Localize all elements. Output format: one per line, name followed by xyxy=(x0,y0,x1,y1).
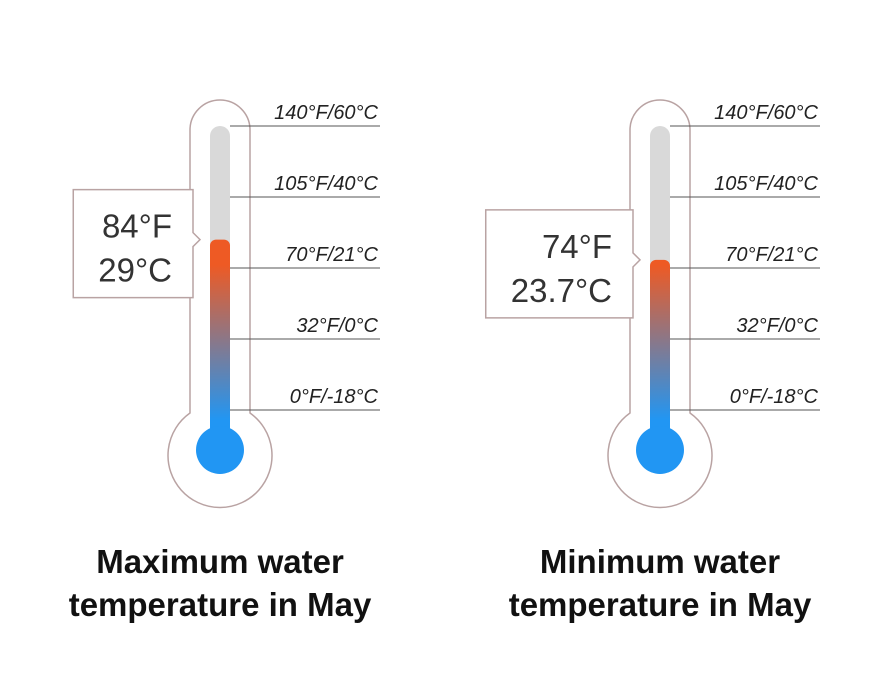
tick-label: 0°F/-18°C xyxy=(730,386,819,408)
callout: 74°F 23.7°C xyxy=(484,209,642,319)
callout-box xyxy=(484,209,642,319)
bulb xyxy=(636,426,684,474)
value-label: 84°F xyxy=(102,208,172,245)
callout: 84°F 29°C xyxy=(72,188,202,299)
tick-label: 32°F/0°C xyxy=(736,315,818,337)
tick-label: 105°F/40°C xyxy=(714,173,818,195)
thermometer-outline xyxy=(607,99,713,509)
mercury xyxy=(650,259,670,450)
value-label-alt: 29°C xyxy=(98,252,172,289)
value-label-alt: 23.7°C xyxy=(511,272,612,309)
tick-label: 32°F/0°C xyxy=(296,315,378,337)
tick-label: 140°F/60°C xyxy=(714,102,818,124)
bulb xyxy=(196,426,244,474)
tick-label: 70°F/21°C xyxy=(285,244,378,266)
mercury xyxy=(210,239,230,450)
thermometer-outline xyxy=(167,99,273,509)
chart-title: Minimum water temperature in May xyxy=(508,543,812,623)
tick-label: 105°F/40°C xyxy=(274,173,378,195)
callout-box xyxy=(72,188,202,299)
chart-title: Maximum water temperature in May xyxy=(68,543,372,623)
value-label: 74°F xyxy=(542,228,612,265)
tick-label: 140°F/60°C xyxy=(274,102,378,124)
tick-label: 0°F/-18°C xyxy=(290,386,379,408)
tick-label: 70°F/21°C xyxy=(725,244,818,266)
